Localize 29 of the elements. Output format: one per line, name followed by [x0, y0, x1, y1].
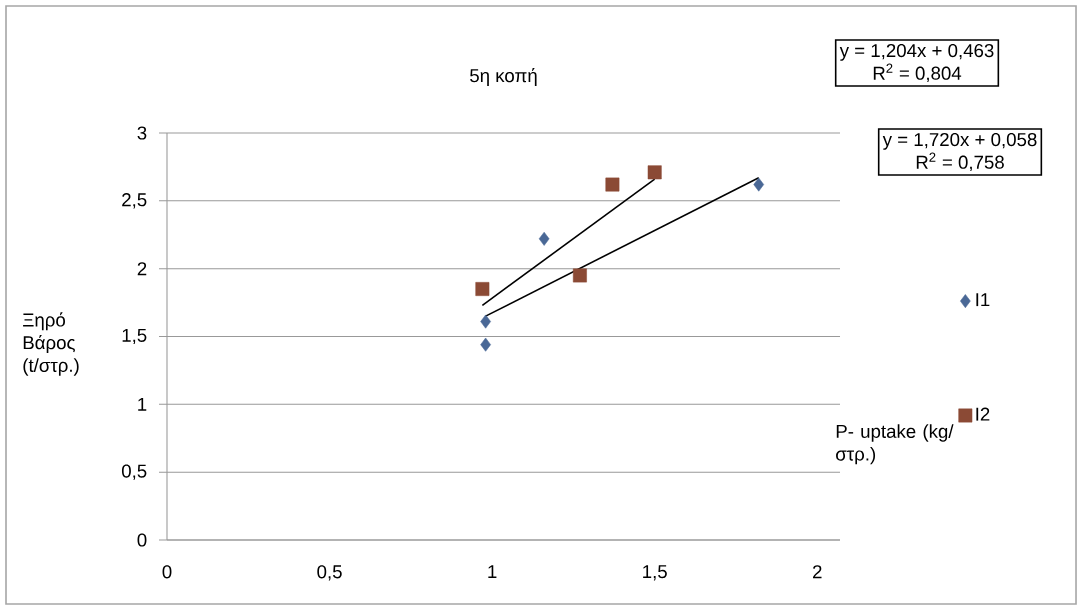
y-tick-label: 0: [137, 533, 147, 547]
text: R$^{2}$ = 0,804: [873, 63, 962, 83]
legend-label: I1: [976, 293, 990, 307]
point: [572, 268, 587, 283]
text: R$^{2}$ = 0,758: [916, 152, 1004, 172]
x-tick-label: 1,5: [643, 565, 667, 581]
point: [480, 314, 491, 329]
point: [647, 165, 662, 180]
y-tick-label: 1: [138, 397, 147, 411]
point: [753, 177, 764, 192]
chart-title: 5η κοπή: [470, 68, 537, 86]
legend-label: I2: [976, 407, 990, 421]
y-tick-label: 0,5: [121, 464, 147, 480]
y-tick-label: 2,5: [122, 193, 147, 209]
x-tick-label: 0,5: [317, 565, 342, 581]
y-tick-label: 2: [137, 262, 147, 276]
point: [475, 282, 490, 296]
x-axis-title: P- uptake (kg/ στρ.): [836, 424, 954, 465]
point: [538, 231, 550, 246]
x-tick-label: 1: [488, 565, 497, 578]
y-tick-label: 1,5: [122, 328, 147, 345]
x-tick-label: 2: [813, 565, 822, 579]
y-axis-title: Ξηρό Βάρος (t/στρ.): [23, 312, 79, 376]
text: y = 1,204x + 0,463: [839, 43, 994, 61]
text: y = 1,720x + 0,058: [882, 132, 1037, 150]
x-tick-label: 0: [162, 565, 172, 579]
y-tick-label: 3: [137, 126, 147, 140]
point: [605, 177, 620, 192]
point: [480, 337, 491, 352]
